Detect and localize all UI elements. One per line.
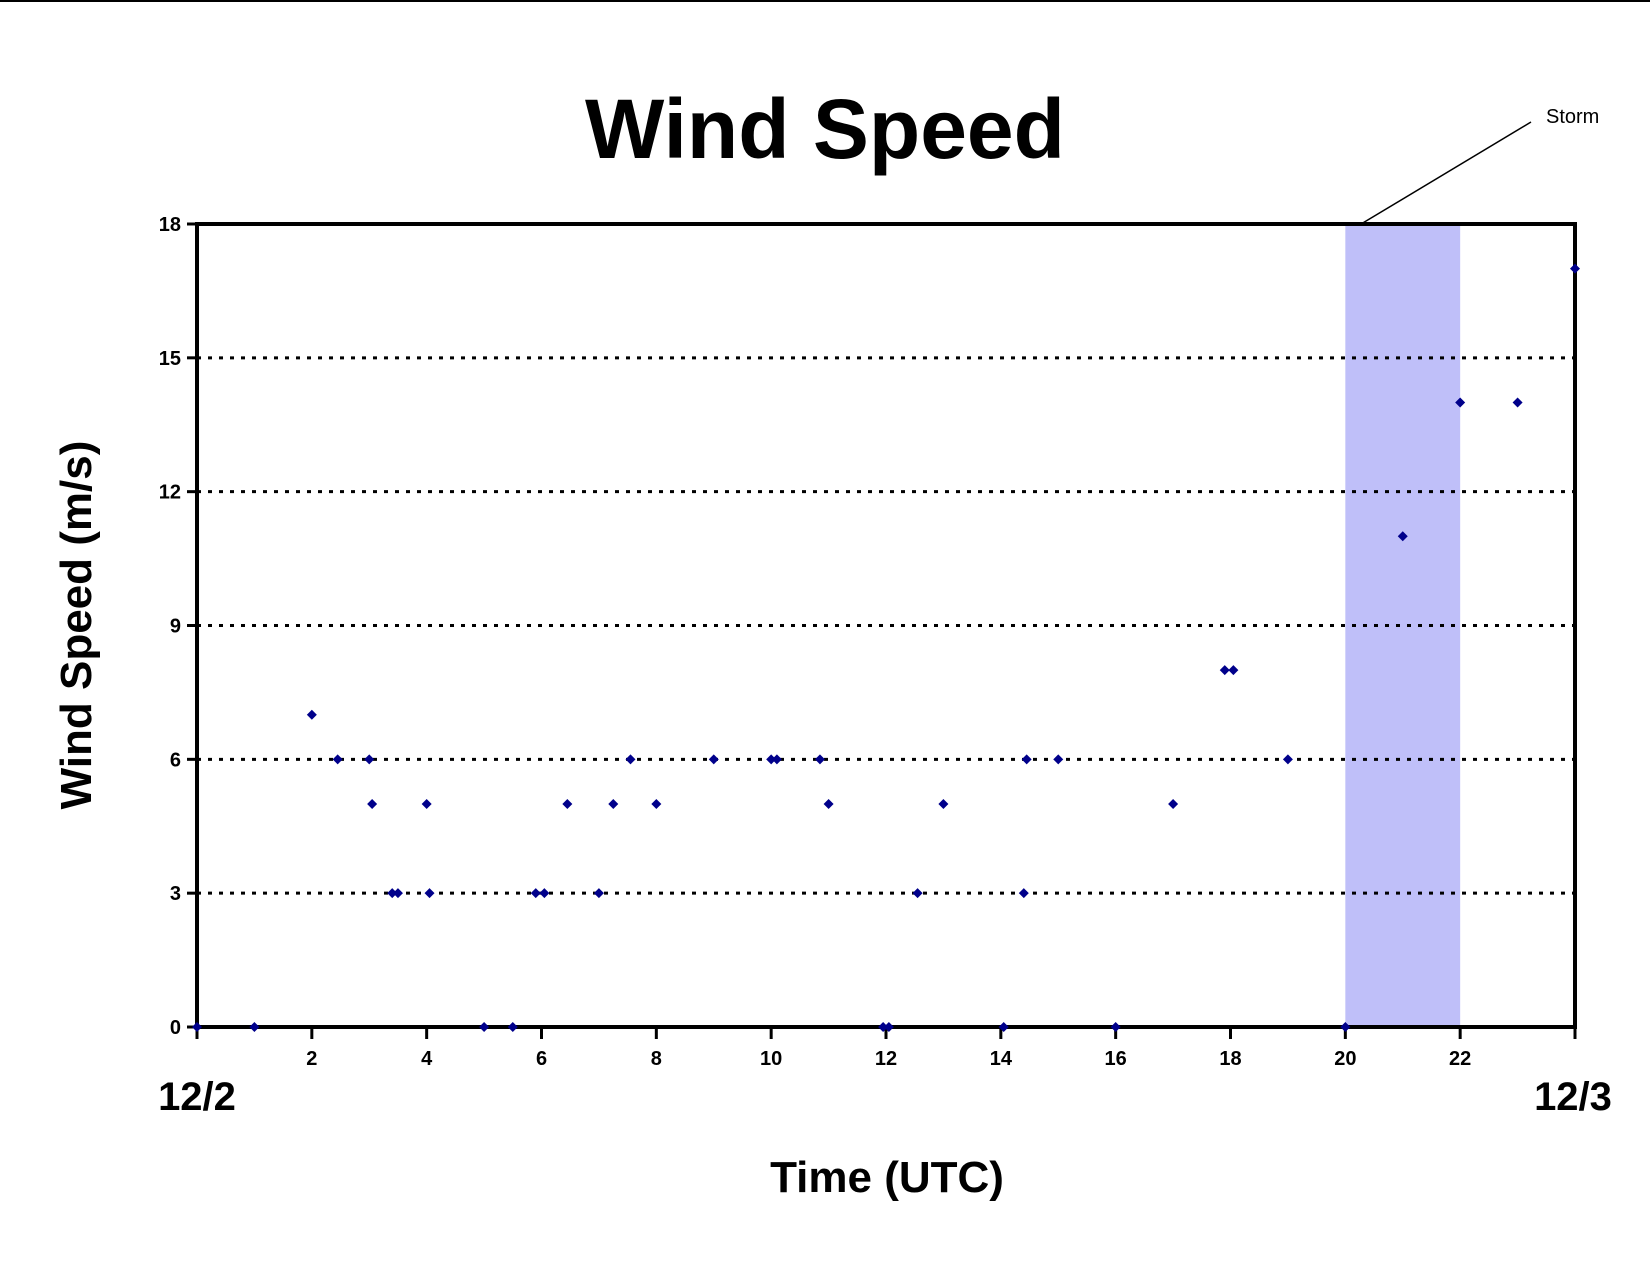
data-point (364, 754, 375, 765)
data-point (1018, 888, 1029, 899)
x-axis-title: Time (UTC) (770, 1153, 1004, 1202)
y-tick-label: 18 (159, 214, 181, 236)
x-tick-label: 12 (875, 1048, 897, 1070)
data-point (192, 1022, 202, 1032)
data-point (424, 888, 435, 899)
data-point (708, 754, 719, 765)
data-point (1340, 1022, 1351, 1032)
data-point (387, 888, 398, 899)
data-point (367, 798, 378, 809)
data-point (562, 798, 573, 809)
data-point (539, 888, 550, 899)
storm-annotation-leader (1362, 121, 1532, 224)
data-point (1397, 531, 1408, 542)
chart-title: Wind Speed (585, 82, 1065, 176)
data-point (1282, 754, 1293, 765)
data-point (814, 754, 825, 765)
data-point (625, 754, 636, 765)
x-tick-label: 16 (1105, 1048, 1127, 1070)
y-tick-label: 9 (170, 616, 181, 638)
storm-annotation-label: Storm (1546, 106, 1599, 128)
x-tick-label: 6 (536, 1048, 547, 1070)
data-point (593, 888, 604, 899)
data-point (1110, 1022, 1121, 1032)
data-point (249, 1022, 260, 1032)
data-point (823, 798, 834, 809)
data-point (421, 798, 432, 809)
data-point (998, 1022, 1009, 1032)
data-point (332, 754, 343, 765)
y-tick-label: 12 (159, 482, 181, 504)
data-point (530, 888, 541, 899)
x-tick-label: 8 (651, 1048, 662, 1070)
x-tick-label: 22 (1449, 1048, 1471, 1070)
data-point (938, 798, 949, 809)
data-point (912, 888, 923, 899)
y-tick-label: 3 (170, 883, 181, 905)
data-point (1021, 754, 1032, 765)
data-point (392, 888, 403, 899)
data-point (1228, 665, 1239, 676)
data-point (507, 1022, 518, 1032)
data-point (883, 1022, 894, 1032)
data-point (771, 754, 782, 765)
data-point (766, 754, 777, 765)
data-point (1570, 263, 1580, 274)
data-point (1512, 397, 1523, 408)
data-point (1053, 754, 1064, 765)
y-axis-title: Wind Speed (m/s) (52, 441, 101, 810)
data-point (1219, 665, 1230, 676)
x-tick-label: 14 (990, 1048, 1013, 1070)
data-point (1168, 798, 1179, 809)
end-date-label: 12/3 (1534, 1075, 1612, 1119)
x-tick-label: 18 (1219, 1048, 1241, 1070)
x-tick-label: 4 (421, 1048, 433, 1070)
data-point (608, 798, 619, 809)
y-tick-label: 6 (170, 749, 181, 771)
data-point (651, 798, 662, 809)
y-tick-label: 15 (159, 348, 181, 370)
x-tick-label: 2 (306, 1048, 317, 1070)
x-tick-label: 20 (1334, 1048, 1356, 1070)
data-point (1455, 397, 1466, 408)
y-tick-label: 0 (170, 1017, 181, 1039)
data-point (306, 709, 317, 720)
start-date-label: 12/2 (158, 1075, 236, 1119)
data-point (878, 1022, 889, 1032)
x-tick-label: 10 (760, 1048, 782, 1070)
data-point (479, 1022, 490, 1032)
